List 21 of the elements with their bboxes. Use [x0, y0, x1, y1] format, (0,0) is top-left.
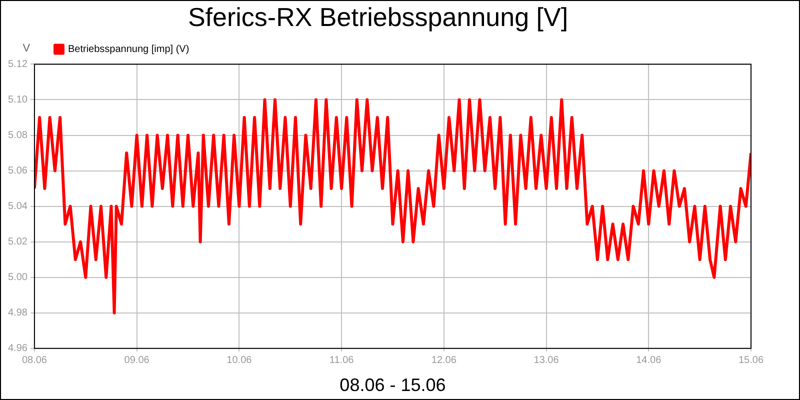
x-tick-label: 15.06 — [738, 355, 764, 366]
x-tick-label: 11.06 — [329, 355, 354, 366]
y-tick-label: 4.98 — [8, 308, 28, 319]
y-tick-label: 5.08 — [8, 130, 28, 141]
x-tick-label: 09.06 — [124, 355, 150, 366]
y-tick-label: 5.00 — [8, 272, 28, 284]
x-tick-label: 13.06 — [534, 355, 560, 366]
x-tick-label: 08.06 — [22, 355, 48, 366]
y-tick-label: 5.10 — [8, 94, 28, 106]
x-tick-label: 12.06 — [431, 355, 457, 366]
y-axis-title: V — [22, 42, 31, 55]
x-axis-title: 08.06 - 15.06 — [340, 375, 446, 396]
y-tick-label: 5.06 — [8, 166, 28, 177]
x-tick-label: 10.06 — [226, 355, 252, 366]
y-tick-label: 5.12 — [8, 58, 28, 70]
x-tick-label: 14.06 — [636, 355, 662, 366]
chart-title: Sferics-RX Betriebsspannung [V] — [188, 2, 568, 32]
y-tick-label: 5.04 — [8, 201, 28, 212]
legend-label: Betriebsspannung [imp] (V) — [68, 44, 190, 55]
y-tick-label: 4.96 — [8, 343, 28, 354]
y-tick-label: 5.02 — [8, 236, 28, 248]
